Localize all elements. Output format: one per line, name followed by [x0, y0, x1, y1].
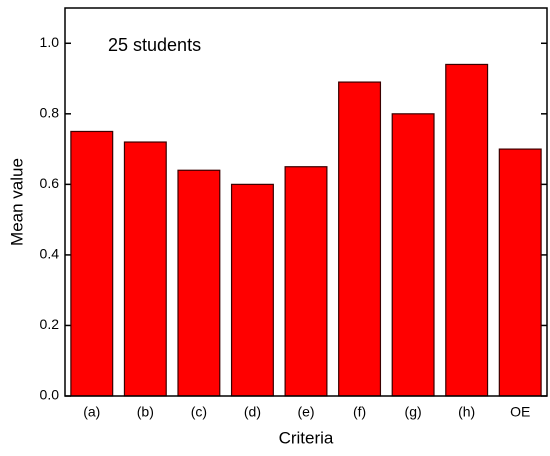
bar [391, 113, 435, 397]
x-tick-label: OE [510, 404, 530, 420]
plot-frame [64, 7, 548, 397]
x-tick-label: (d) [244, 404, 261, 420]
bar [230, 183, 274, 397]
y-axis-title: Mean value [7, 158, 26, 246]
x-tick-label: (g) [405, 404, 422, 420]
bar [70, 130, 114, 397]
y-tick-label: 0.2 [40, 316, 60, 332]
x-axis-title: Criteria [279, 428, 334, 447]
bar [445, 63, 489, 397]
bar [338, 81, 382, 397]
y-tick-label: 0.0 [40, 387, 60, 403]
y-tick-label: 0.4 [40, 246, 60, 262]
x-tick-label: (f) [353, 404, 366, 420]
y-tick-label: 0.6 [40, 175, 60, 191]
y-tick-label: 1.0 [40, 34, 60, 50]
y-tick-label: 0.8 [40, 105, 60, 121]
bar [177, 169, 221, 397]
x-tick-label: (b) [137, 404, 154, 420]
bar [498, 148, 542, 397]
bar [123, 141, 167, 397]
bar [284, 166, 328, 397]
x-tick-label: (e) [297, 404, 314, 420]
x-tick-label: (h) [458, 404, 475, 420]
annotation: 25 students [108, 35, 201, 55]
x-tick-label: (a) [83, 404, 100, 420]
x-tick-label: (c) [191, 404, 207, 420]
